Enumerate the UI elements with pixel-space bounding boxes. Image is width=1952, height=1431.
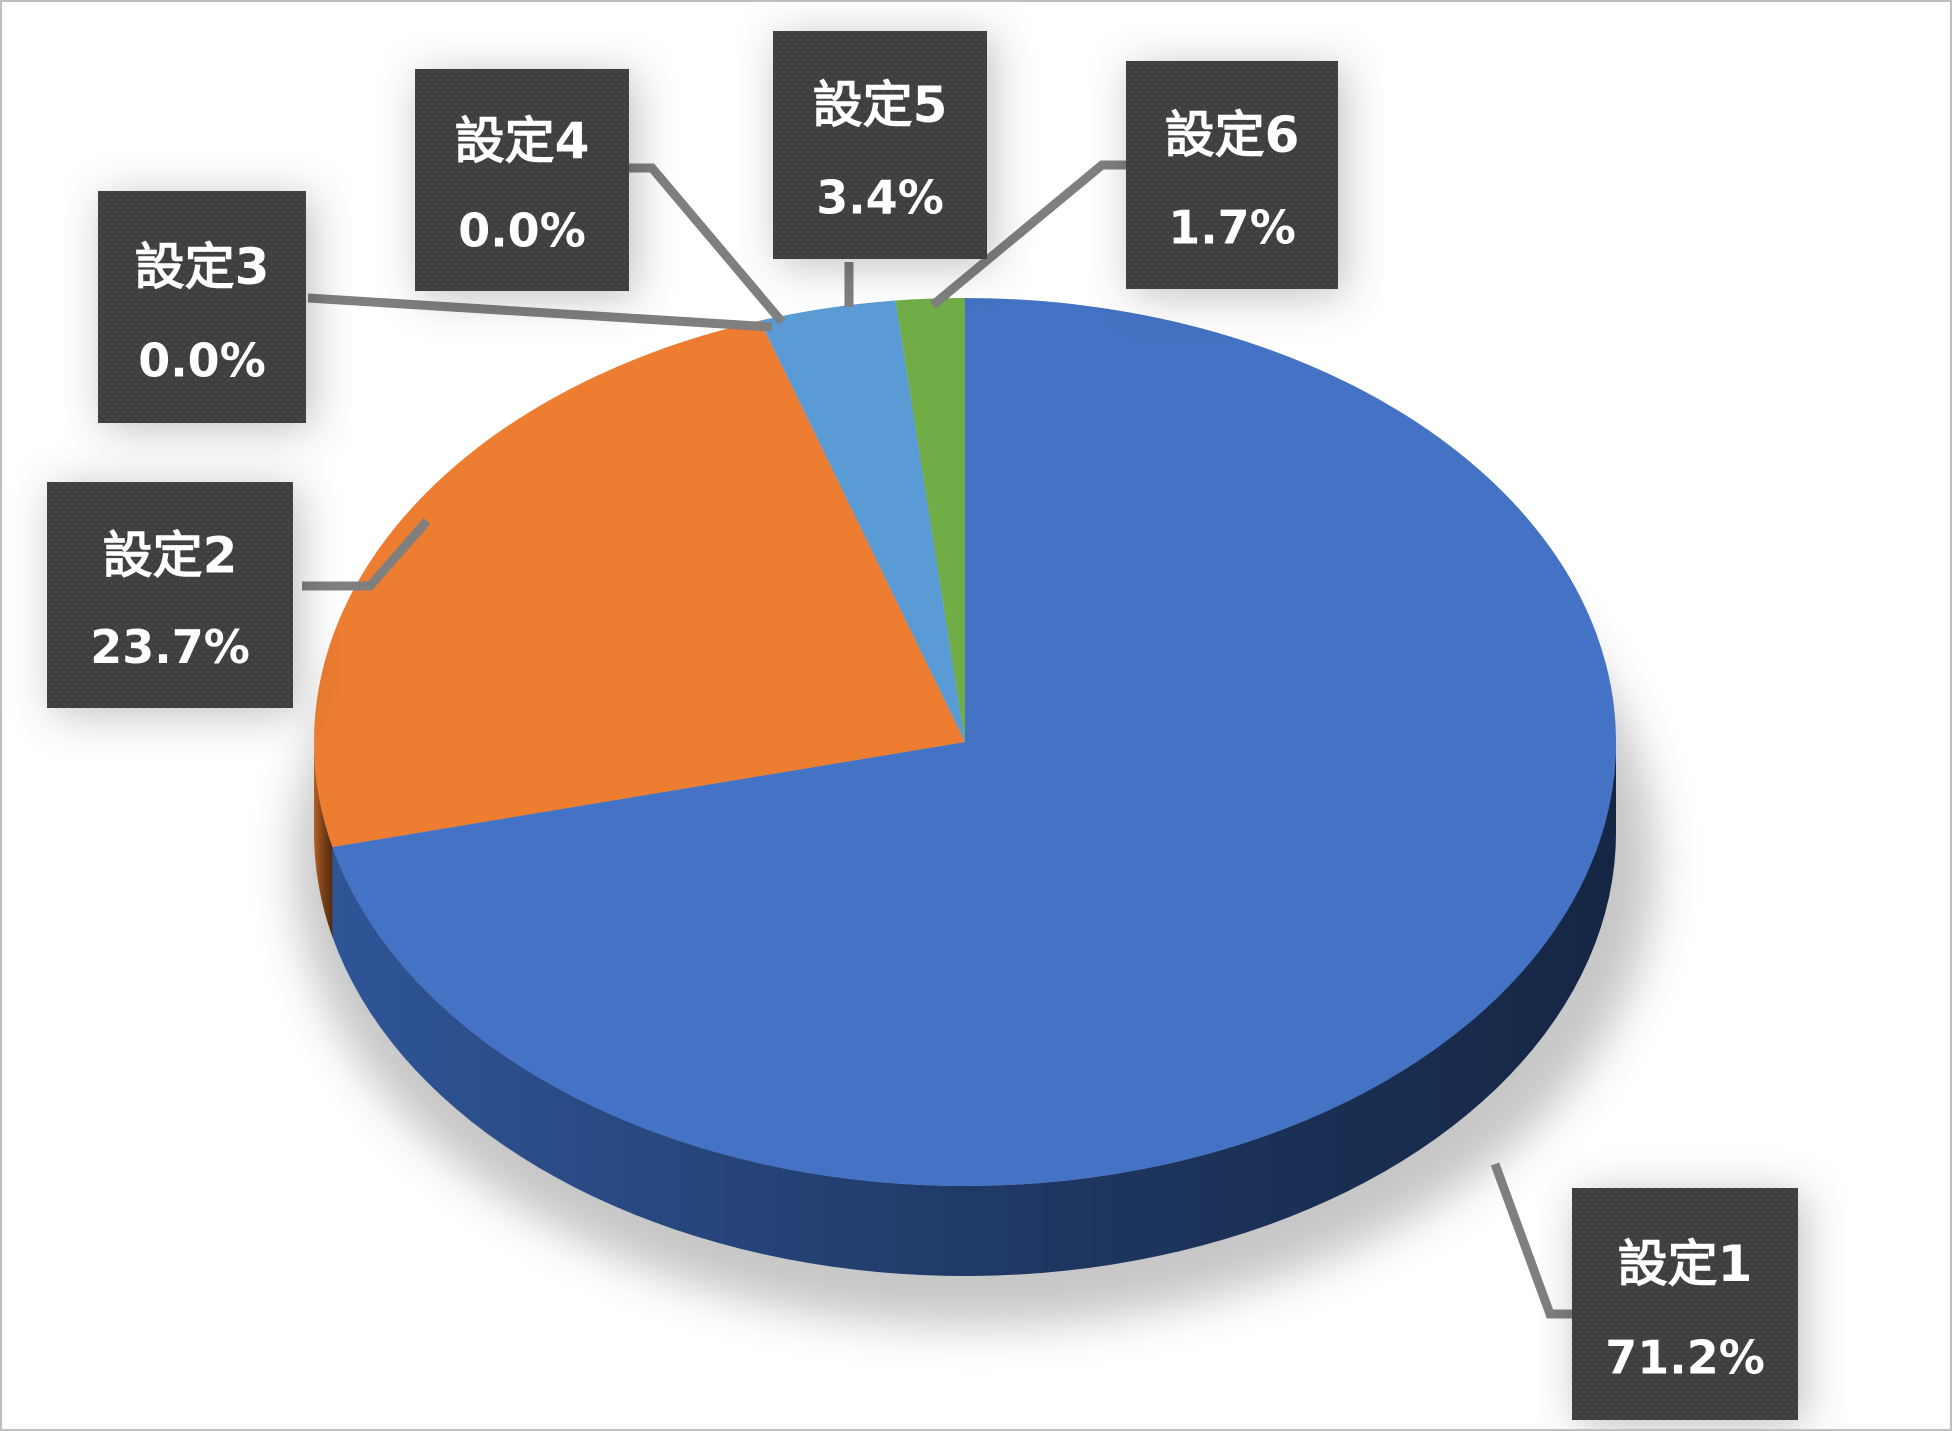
- slice-side-2: [314, 742, 333, 938]
- data-label-category: 設定3: [135, 238, 270, 296]
- data-label-4: 設定4 0.0%: [415, 69, 635, 297]
- data-label-box: [1126, 61, 1338, 289]
- pie-side-walls: [314, 742, 1617, 1276]
- leader-line-2: [302, 518, 431, 591]
- data-label-2: 設定2 23.7%: [47, 482, 299, 714]
- data-label-percent: 71.2%: [1605, 1331, 1765, 1385]
- data-label-percent: 1.7%: [1168, 200, 1296, 254]
- data-label-3: 設定3 0.0%: [98, 191, 312, 429]
- data-label-box: [98, 191, 306, 423]
- slice-5: [759, 300, 965, 742]
- data-label-category: 設定1: [1618, 1235, 1753, 1293]
- data-label-box: [1572, 1188, 1798, 1420]
- data-label-percent: 23.7%: [90, 620, 250, 674]
- data-label-1: 設定1 71.2%: [1572, 1188, 1804, 1426]
- data-label-percent: 3.4%: [816, 170, 944, 224]
- leader-line-4: [629, 163, 786, 325]
- data-label-box: [47, 482, 293, 708]
- data-label-category: 設定5: [813, 76, 948, 134]
- slice-1: [332, 298, 1617, 1186]
- slice-6: [895, 298, 965, 742]
- leader-line-3: [307, 293, 773, 332]
- data-label-category: 設定4: [455, 112, 590, 170]
- slice-2: [313, 320, 965, 848]
- data-label-6: 設定6 1.7%: [1126, 61, 1344, 295]
- data-label-box: [773, 31, 987, 259]
- data-label-5: 設定5 3.4%: [773, 31, 993, 265]
- data-label-category: 設定6: [1165, 106, 1300, 164]
- data-label-percent: 0.0%: [138, 334, 266, 388]
- slice-side-1: [332, 742, 1617, 1276]
- data-label-box: [415, 69, 629, 291]
- data-labels: 設定1 71.2% 設定2 23.7% 設定3 0.0% 設定4 0.0% 設定5 3.4% 設定6…: [47, 31, 1804, 1426]
- data-label-percent: 0.0%: [458, 204, 586, 258]
- data-label-category: 設定2: [103, 526, 238, 584]
- leader-line-1: [1490, 1162, 1572, 1319]
- pie-slices: [313, 298, 1617, 1186]
